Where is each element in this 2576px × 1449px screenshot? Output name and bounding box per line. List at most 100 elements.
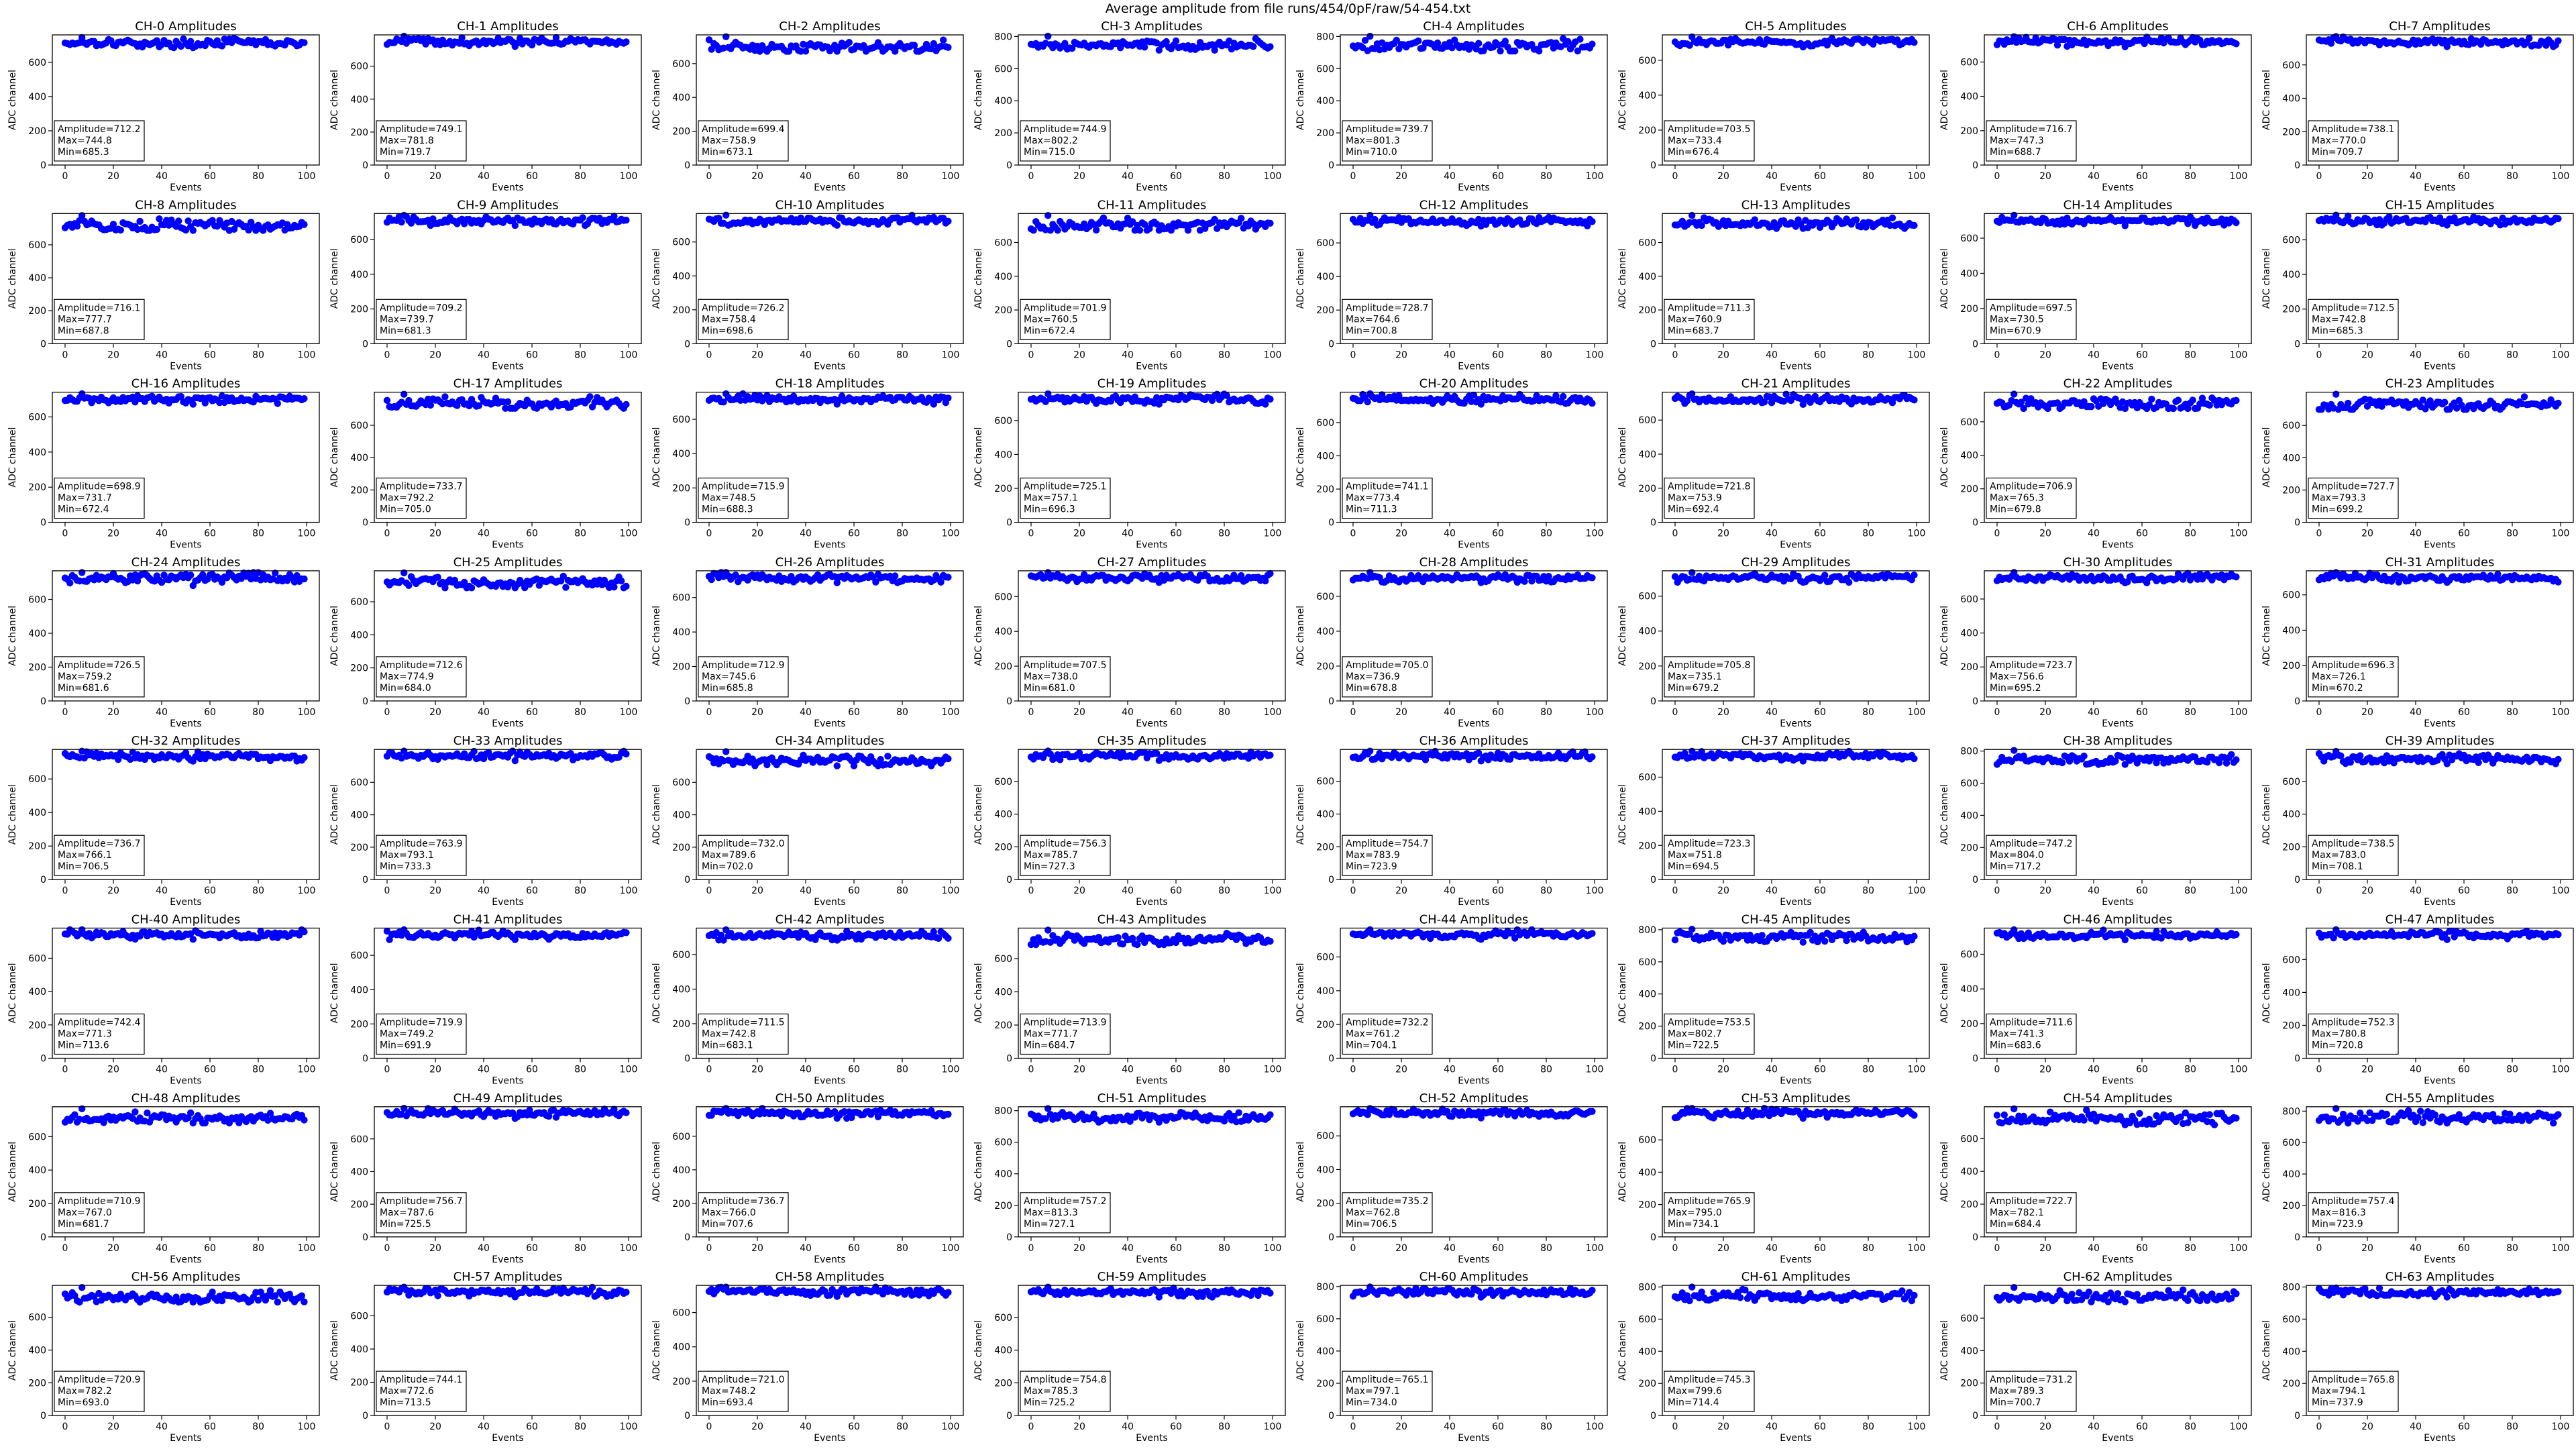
y-tick-label: 200 [1316, 128, 1334, 139]
data-point [78, 34, 86, 42]
stats-box [2308, 120, 2399, 162]
stats-min: Min=719.7 [380, 147, 431, 158]
x-tick-label: 100 [298, 171, 316, 182]
x-tick-label: 0 [1350, 707, 1356, 718]
x-tick-label: 100 [2230, 171, 2248, 182]
y-tick-label: 400 [672, 271, 690, 282]
data-point [1686, 42, 1693, 49]
stats-amplitude: Amplitude=715.9 [702, 482, 785, 492]
x-tick-label: 80 [252, 885, 264, 896]
y-tick-label: 800 [994, 32, 1012, 42]
x-tick-label: 20 [1717, 171, 1729, 182]
stats-amplitude: Amplitude=707.5 [1024, 660, 1107, 671]
y-tick-label: 600 [28, 774, 46, 785]
y-tick-label: 200 [2282, 127, 2300, 138]
x-tick-label: 80 [1218, 707, 1230, 718]
y-tick-label: 400 [672, 810, 690, 821]
x-tick-label: 60 [526, 707, 538, 718]
y-tick-label: 200 [350, 485, 368, 496]
x-tick-label: 80 [2506, 171, 2518, 182]
scatter-points [1671, 569, 1918, 586]
stats-max: Max=730.5 [1990, 314, 2044, 325]
data-point [1574, 47, 1581, 55]
x-tick-label: 100 [620, 707, 638, 718]
stats-amplitude: Amplitude=756.3 [1024, 839, 1107, 849]
panel-title: CH-31 Amplitudes [2385, 555, 2495, 570]
data-point [1364, 398, 1371, 406]
x-tick-label: 0 [1994, 350, 2000, 360]
scatter-points [2315, 33, 2562, 50]
data-point [1393, 36, 1400, 44]
x-tick-label: 0 [384, 171, 390, 182]
scatter-points [2315, 569, 2562, 586]
y-axis-label: ADC channel [1617, 248, 1628, 309]
x-tick-label: 60 [1492, 529, 1504, 539]
data-point [705, 36, 713, 44]
data-point [2169, 405, 2177, 413]
y-tick-label: 600 [672, 415, 690, 425]
x-tick-label: 20 [2361, 529, 2373, 539]
scatter-points [705, 33, 952, 55]
x-tick-label: 80 [896, 885, 908, 896]
x-axis-label: Events [1136, 718, 1167, 729]
data-point [504, 398, 512, 406]
data-point [274, 400, 281, 407]
x-tick-label: 20 [751, 171, 763, 182]
x-tick-label: 40 [1766, 707, 1778, 718]
stats-max: Max=751.8 [1668, 850, 1722, 861]
stats-amplitude: Amplitude=709.2 [380, 303, 463, 313]
panel-title: CH-29 Amplitudes [1741, 555, 1851, 570]
panel-title: CH-28 Amplitudes [1419, 555, 1529, 570]
x-tick-label: 40 [156, 171, 168, 182]
x-tick-label: 20 [1395, 529, 1407, 539]
stats-max: Max=802.2 [1024, 136, 1078, 146]
data-point [2526, 34, 2533, 42]
stats-amplitude: Amplitude=706.9 [1990, 482, 2073, 492]
x-axis-label: Events [1458, 540, 1489, 551]
y-tick-label: 600 [1638, 772, 1656, 783]
x-tick-label: 0 [384, 529, 390, 539]
axes-frame [1984, 34, 2252, 166]
data-point [1366, 32, 1374, 40]
x-tick-label: 80 [896, 350, 908, 360]
x-axis-label: Events [1458, 182, 1489, 193]
x-tick-label: 100 [2552, 350, 2570, 360]
x-tick-label: 0 [62, 707, 68, 718]
y-tick-label: 0 [1650, 160, 1656, 171]
x-tick-label: 60 [1492, 707, 1504, 718]
stats-amplitude: Amplitude=726.2 [702, 303, 785, 313]
panel-title: CH-27 Amplitudes [1097, 555, 1207, 570]
panel-title: CH-37 Amplitudes [1741, 734, 1851, 748]
data-point [1511, 47, 1519, 55]
stats-amplitude: Amplitude=723.7 [1990, 660, 2073, 671]
data-point [2233, 219, 2240, 227]
data-point [301, 39, 308, 46]
x-tick-label: 100 [298, 885, 316, 896]
stats-max: Max=781.8 [380, 136, 434, 146]
x-axis-label: Events [1458, 361, 1489, 372]
y-tick-label: 400 [1316, 96, 1334, 107]
x-tick-label: 20 [429, 707, 441, 718]
panel-title: CH-25 Amplitudes [453, 555, 563, 570]
y-tick-label: 600 [350, 777, 368, 788]
stats-amplitude: Amplitude=754.7 [1346, 839, 1429, 849]
y-tick-label: 600 [672, 59, 690, 70]
stats-max: Max=770.0 [2312, 136, 2366, 146]
y-tick-label: 0 [1006, 696, 1012, 707]
stats-min: Min=672.4 [1024, 325, 1075, 336]
x-axis-label: Events [814, 540, 845, 551]
x-tick-label: 80 [1862, 350, 1874, 360]
x-tick-label: 0 [1028, 885, 1034, 896]
y-axis-label: ADC channel [651, 606, 662, 666]
data-point [189, 227, 197, 234]
y-tick-label: 200 [1638, 125, 1656, 136]
x-tick-label: 100 [1586, 885, 1604, 896]
x-tick-label: 60 [1814, 529, 1826, 539]
stats-max: Max=789.6 [702, 850, 756, 861]
